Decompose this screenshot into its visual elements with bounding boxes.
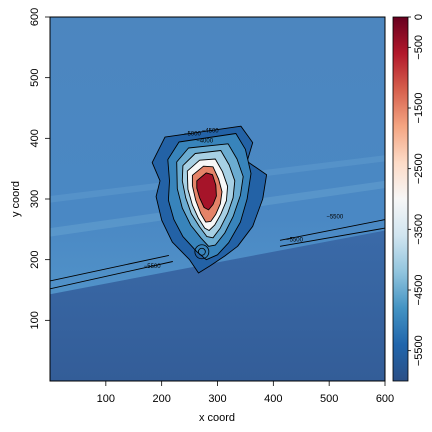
colorbar-ramp (392, 16, 409, 382)
x-tick-label: 300 (208, 393, 226, 405)
trench-line (50, 254, 169, 282)
trench-line (279, 219, 385, 241)
contour-label: −5500 (144, 264, 162, 270)
x-tick-label: 100 (97, 393, 115, 405)
y-tick-label: 200 (29, 250, 41, 268)
y-axis-label: y coord (10, 181, 22, 217)
colorbar: 0 −500 −1500 −2500 −3500 −4500 −5500 (392, 14, 425, 382)
contour-labels: −5000−4500 −4000 −5500 −5500 −5500 (144, 128, 344, 270)
y-tick-label: 500 (29, 68, 41, 86)
colorbar-tick-label: −2500 (413, 153, 425, 184)
colorbar-tick-label: −1500 (413, 93, 425, 124)
x-axis-label: x coord (199, 412, 235, 424)
y-tick-label: 300 (29, 190, 41, 208)
plot-area: −5000−4500 −4000 −5500 −5500 −5500 (50, 17, 385, 381)
x-tick-label: 600 (376, 393, 394, 405)
y-tick-label: 400 (29, 129, 41, 147)
y-tick-label: 600 (29, 8, 41, 26)
trench-line (279, 227, 385, 247)
depth-field-lower (50, 230, 385, 381)
pit-contour (197, 247, 206, 256)
contour-500 (196, 172, 217, 211)
contour-label: −5000 (184, 131, 202, 137)
contour-label: −5500 (326, 214, 344, 220)
colorbar-ticks: 0 −500 −1500 −2500 −3500 −4500 −5500 (408, 14, 425, 366)
contour-label: −4500 (202, 128, 220, 134)
seamount-feature (151, 125, 268, 274)
colorbar-tick-label: −500 (413, 35, 425, 60)
contour-label: −5500 (286, 237, 304, 243)
x-tick-label: 400 (264, 393, 282, 405)
colorbar-tick-label: −3500 (413, 214, 425, 245)
y-tick-label: 100 (29, 311, 41, 329)
colorbar-tick-label: −4500 (413, 275, 425, 306)
x-axis: 100 200 300 400 500 600 (97, 381, 394, 405)
colorbar-tick-label: −5500 (413, 335, 425, 366)
colorbar-tick-label: 0 (413, 14, 425, 20)
trench-contours (50, 219, 385, 290)
contour-label: −4000 (196, 139, 214, 145)
pit-contour (194, 244, 210, 260)
x-tick-label: 200 (152, 393, 170, 405)
y-axis: 100 200 300 400 500 600 (29, 8, 50, 330)
trench-line (50, 261, 173, 290)
x-tick-label: 500 (320, 393, 338, 405)
